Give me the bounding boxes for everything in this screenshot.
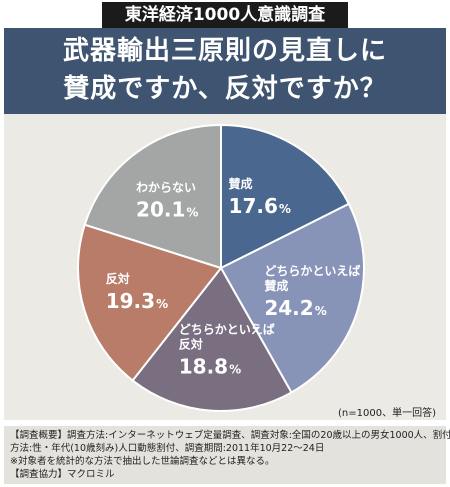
slice-category-label: 賛成 (229, 176, 253, 191)
slice-category-label: 反対 (106, 271, 130, 286)
pie-slice-0 (220, 123, 351, 270)
slice-value-label: 17.6% (229, 194, 291, 218)
slice-category-label: わからない (136, 181, 196, 195)
slice-label-3: 反対 19.3% (106, 271, 168, 313)
pie-slice-1 (219, 202, 365, 394)
footer-line-3: ※対象者を統計的な方法で抽出した世論調査などとは異なる。 (10, 456, 275, 467)
pie-slice-4 (83, 123, 222, 270)
pie-chart: 賛成17.6%どちらかといえば賛成24.2%どちらかといえば反対18.8%反対1… (77, 123, 365, 412)
slice-label-4: わからない 20.1% (136, 181, 198, 222)
slice-label-0: 賛成 17.6% (229, 176, 291, 218)
slice-value-label: 19.3% (106, 289, 168, 313)
slice-value-label: 24.2% (264, 296, 326, 320)
pie-slice-3 (77, 223, 223, 382)
pie-slice-2 (131, 266, 293, 412)
footer-line-2: 方法:性・年代(10歳刻み)人口動態割付、調査期間:2011年10月22～24日 (10, 443, 325, 454)
title-line-2: 賛成ですか、反対ですか？ (63, 74, 387, 104)
slice-category-label: 反対 (179, 337, 203, 352)
slice-category-label: どちらかといえば (179, 322, 275, 337)
slice-value-label: 20.1% (136, 198, 198, 222)
slice-category-label: 賛成 (264, 278, 288, 293)
survey-footer: 【調査概要】調査方法:インターネットウェブ定量調査、調査対象:全国の20歳以上の… (4, 426, 450, 484)
footer-line-4: 【調査協力】マクロミル (10, 469, 115, 480)
survey-badge: 東洋経済1000人意識調査 (102, 2, 348, 28)
footer-line-1: 【調査概要】調査方法:インターネットウェブ定量調査、調査対象:全国の20歳以上の… (10, 430, 450, 441)
chart-title: 武器輸出三原則の見直しに 賛成ですか、反対ですか？ (4, 28, 446, 114)
sample-note: (n=1000、単一回答) (338, 408, 436, 419)
slice-value-label: 18.8% (179, 355, 241, 379)
title-line-1: 武器輸出三原則の見直しに (62, 36, 387, 66)
slice-category-label: どちらかといえば (264, 263, 360, 278)
